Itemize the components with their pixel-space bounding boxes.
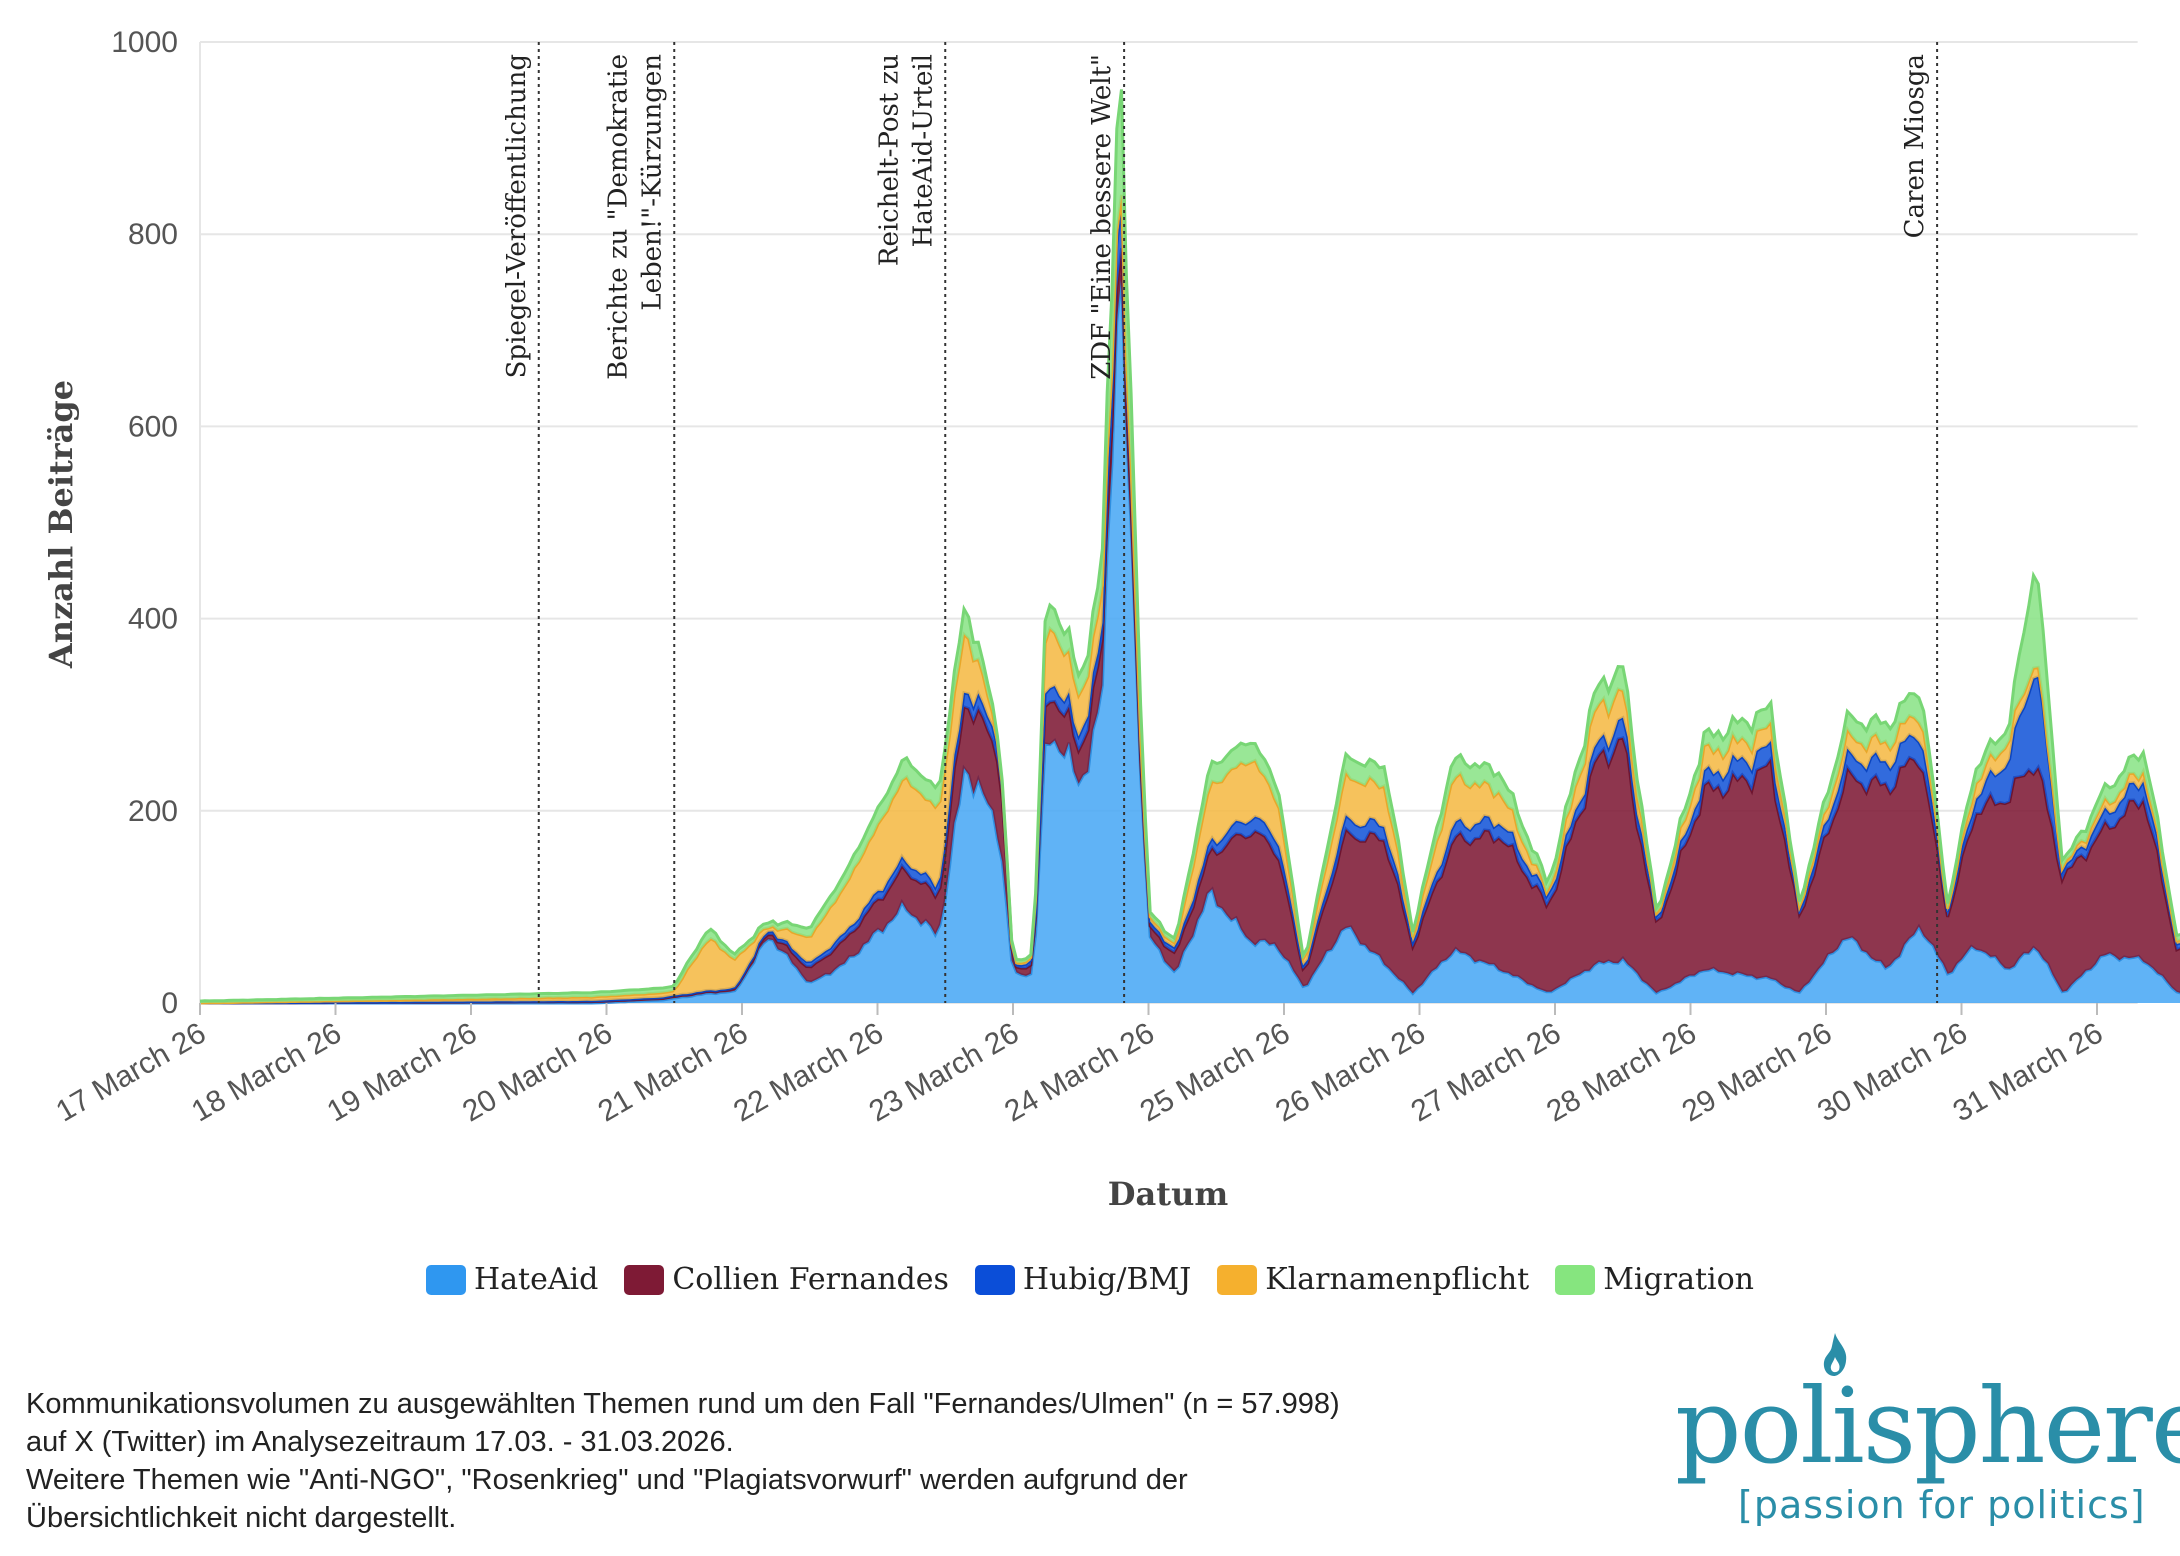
- x-tick-label: 23 March 26: [864, 1016, 1025, 1128]
- x-tick-label: 24 March 26: [999, 1016, 1160, 1128]
- x-tick-label: 27 March 26: [1406, 1016, 1567, 1128]
- legend-item-klarnamenpflicht[interactable]: Klarnamenpflicht: [1217, 1262, 1529, 1297]
- legend-swatch: [974, 1264, 1015, 1295]
- x-tick-label: 17 March 26: [51, 1016, 212, 1128]
- x-tick-label: 22 March 26: [728, 1016, 889, 1128]
- caption-line: Kommunikationsvolumen zu ausgewählten Th…: [26, 1388, 1340, 1420]
- legend-label: Migration: [1603, 1262, 1754, 1297]
- legend-label: HateAid: [473, 1262, 599, 1297]
- stacked-area-chart: Spiegel-Veröffentlichung Berichte zu "Dem…: [42, 26, 2180, 1213]
- flame-icon: [1823, 1333, 1847, 1376]
- x-tick-label: 19 March 26: [322, 1016, 483, 1128]
- legend-swatch: [1217, 1264, 1258, 1295]
- legend-swatch: [1555, 1264, 1596, 1295]
- legend-item-hateaid[interactable]: HateAid: [425, 1262, 599, 1297]
- caption-line: auf X (Twitter) im Analysezeitraum 17.03…: [26, 1426, 734, 1458]
- legend-item-hubig-bmj[interactable]: Hubig/BMJ: [974, 1262, 1192, 1297]
- logo-wordmark: polisphere: [1675, 1365, 2180, 1487]
- series-areas: [199, 89, 2180, 1005]
- event-label: Spiegel-Veröffentlichung: [502, 54, 532, 378]
- legend-item-migration[interactable]: Migration: [1555, 1262, 1754, 1297]
- legend-label: Hubig/BMJ: [1022, 1262, 1192, 1297]
- y-axis-title: Anzahl Beiträge: [42, 380, 80, 669]
- y-tick-label: 800: [128, 218, 178, 251]
- event-label: HateAid-Urteil: [908, 54, 938, 247]
- legend-swatch: [624, 1264, 665, 1295]
- y-tick-label: 400: [128, 603, 178, 636]
- y-tick-label: 200: [128, 795, 178, 828]
- y-axis-ticks: 0 200 400 600 800 1000: [111, 26, 178, 1020]
- event-label: Reichelt-Post zu: [874, 54, 904, 266]
- chart-caption: Kommunikationsvolumen zu ausgewählten Th…: [26, 1385, 1586, 1537]
- event-label: Leben!"-Kürzungen: [637, 54, 667, 311]
- x-tick-label: 30 March 26: [1812, 1016, 1973, 1128]
- legend-swatch: [425, 1264, 466, 1295]
- event-label: Caren Miosga: [1900, 54, 1930, 238]
- x-tick-label: 21 March 26: [593, 1016, 754, 1128]
- event-annotations: Spiegel-Veröffentlichung Berichte zu "Dem…: [502, 42, 1939, 1003]
- logo-tagline: [passion for politics]: [1738, 1483, 2146, 1527]
- x-tick-label: 29 March 26: [1677, 1016, 1838, 1128]
- x-tick-label: 25 March 26: [1135, 1016, 1296, 1128]
- x-tick-label: 20 March 26: [457, 1016, 618, 1128]
- legend-label: Collien Fernandes: [672, 1262, 949, 1297]
- polisphere-logo: polisphere [passion for politics]: [1660, 1333, 2180, 1555]
- y-tick-label: 1000: [111, 26, 178, 59]
- area-collien-fernandes: [200, 248, 2180, 1003]
- x-tick-label: 31 March 26: [1948, 1016, 2109, 1128]
- line-migration: [199, 89, 2180, 1003]
- x-tick-label: 28 March 26: [1541, 1016, 1702, 1128]
- event-label: Berichte zu "Demokratie: [603, 54, 633, 380]
- y-tick-label: 600: [128, 410, 178, 443]
- x-tick-label: 18 March 26: [186, 1016, 347, 1128]
- legend-item-collien-fernandes[interactable]: Collien Fernandes: [624, 1262, 949, 1297]
- legend: HateAid Collien Fernandes Hubig/BMJ Klar…: [0, 1262, 2180, 1297]
- x-axis-title: Datum: [1108, 1175, 1229, 1213]
- caption-line: Weitere Themen wie "Anti-NGO", "Rosenkri…: [26, 1464, 1188, 1496]
- event-label: ZDF "Eine bessere Welt": [1087, 54, 1117, 380]
- legend-label: Klarnamenpflicht: [1265, 1262, 1530, 1297]
- y-tick-label: 0: [161, 987, 178, 1020]
- x-tick-label: 26 March 26: [1270, 1016, 1431, 1128]
- caption-line: Übersichtlichkeit nicht dargestellt.: [26, 1502, 457, 1534]
